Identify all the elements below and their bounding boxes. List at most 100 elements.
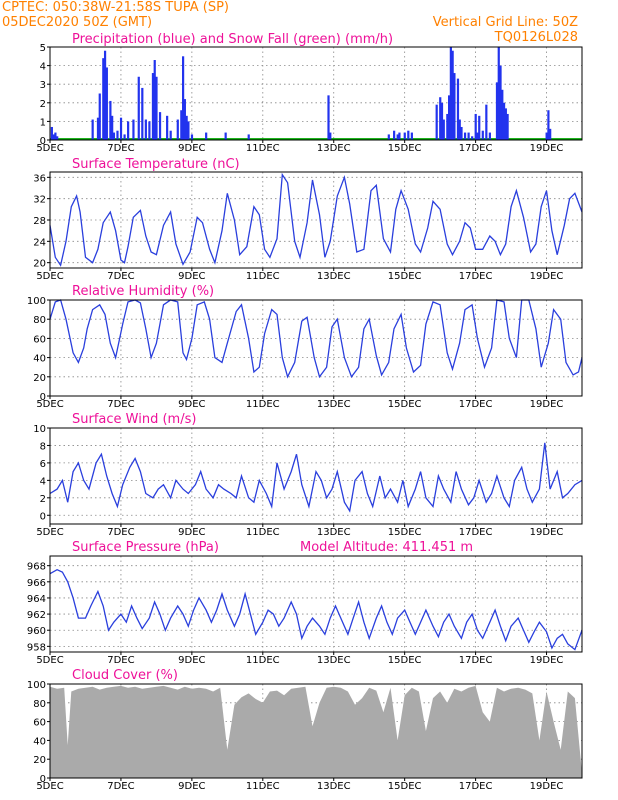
- x-tick-label: 15DEC: [388, 527, 422, 538]
- header-station: CPTEC: 050:38W-21:58S TUPA (SP): [2, 0, 229, 15]
- y-tick-label: 100: [27, 296, 46, 307]
- x-tick-label: 5DEC: [36, 527, 63, 538]
- precip-bar: [467, 132, 470, 140]
- precip-bar: [155, 76, 158, 140]
- y-tick-label: 4: [40, 476, 46, 487]
- precip-bar: [190, 134, 194, 140]
- y-tick-label: 0: [40, 136, 46, 147]
- x-tick-label: 17DEC: [459, 781, 493, 792]
- x-tick-label: 5DEC: [36, 271, 63, 282]
- x-tick-label: 13DEC: [317, 271, 351, 282]
- y-tick-label: 40: [33, 354, 46, 365]
- precip-bar: [105, 67, 108, 140]
- y-tick-label: 28: [33, 216, 46, 227]
- x-tick-label: 15DEC: [388, 399, 422, 410]
- precip-bar: [478, 115, 481, 140]
- x-tick-label: 13DEC: [317, 655, 351, 666]
- precip-bar: [407, 130, 410, 140]
- precip-bar: [137, 76, 140, 140]
- precip-bar: [396, 134, 399, 140]
- x-tick-label: 17DEC: [459, 143, 493, 154]
- y-tick-label: 0: [40, 511, 46, 522]
- precip-bar: [449, 47, 452, 140]
- precip-bar: [499, 65, 502, 140]
- panel-title-pressure: Surface Pressure (hPa): [72, 540, 219, 555]
- y-tick-label: 36: [33, 173, 46, 184]
- y-tick-label: 960: [27, 626, 46, 637]
- precip-bar: [488, 132, 491, 140]
- precip-bar: [166, 115, 169, 140]
- y-tick-label: 0: [40, 392, 46, 403]
- precip-bar: [187, 121, 190, 140]
- x-tick-label: 15DEC: [388, 781, 422, 792]
- header-grid-note: Vertical Grid Line: 50Z: [433, 15, 578, 30]
- x-tick-label: 19DEC: [530, 527, 564, 538]
- x-tick-label: 13DEC: [317, 143, 351, 154]
- y-tick-label: 966: [27, 578, 46, 589]
- x-tick-label: 11DEC: [246, 655, 280, 666]
- x-tick-label: 9DEC: [178, 143, 205, 154]
- precip-bar: [435, 104, 438, 140]
- panel-3: 0 2 4 6 8 10 5DEC 7DEC 9DEC 11DEC 13DEC 15DEC 17DEC 1…: [33, 424, 583, 538]
- precip-bar: [329, 132, 332, 140]
- precip-bar: [393, 130, 396, 140]
- precip-bar: [448, 95, 451, 140]
- panel-frame: [49, 299, 583, 397]
- x-tick-label: 7DEC: [107, 781, 134, 792]
- x-tick-label: 11DEC: [246, 527, 280, 538]
- series-line: [49, 568, 583, 651]
- precip-bar: [545, 132, 548, 140]
- x-tick-label: 19DEC: [530, 271, 564, 282]
- y-tick-label: 80: [33, 315, 46, 326]
- x-tick-label: 9DEC: [178, 399, 205, 410]
- precip-bar: [123, 134, 126, 140]
- y-tick-label: 24: [33, 237, 46, 248]
- precip-bar: [182, 56, 185, 140]
- precip-bar: [180, 110, 183, 140]
- panel-annotation-altitude: Model Altitude: 411.451 m: [300, 540, 473, 555]
- panel-frame: [49, 427, 583, 525]
- y-tick-label: 964: [27, 594, 46, 605]
- precip-bar: [144, 119, 147, 140]
- x-tick-label: 19DEC: [530, 399, 564, 410]
- y-tick-label: 40: [33, 736, 46, 747]
- x-tick-label: 19DEC: [530, 781, 564, 792]
- panel-frame: [49, 46, 583, 141]
- precip-bar: [549, 128, 552, 140]
- x-tick-label: 17DEC: [459, 271, 493, 282]
- panel-frame: [49, 683, 583, 779]
- precip-bar: [52, 134, 55, 140]
- y-tick-label: 60: [33, 334, 46, 345]
- precip-bar: [183, 99, 186, 140]
- precip-bar: [205, 132, 208, 140]
- x-tick-label: 19DEC: [530, 655, 564, 666]
- precip-bar: [127, 121, 130, 140]
- y-tick-label: 8: [40, 441, 46, 452]
- precip-bar: [54, 132, 57, 140]
- x-tick-label: 9DEC: [178, 781, 205, 792]
- precip-bar: [440, 102, 444, 140]
- precip-bar: [481, 130, 484, 140]
- x-tick-label: 17DEC: [459, 527, 493, 538]
- y-tick-label: 3: [40, 80, 46, 91]
- precip-bar: [451, 50, 454, 140]
- x-tick-label: 5DEC: [36, 781, 63, 792]
- x-tick-label: 7DEC: [107, 527, 134, 538]
- precip-bar: [458, 119, 461, 140]
- x-tick-label: 17DEC: [459, 655, 493, 666]
- series-line: [49, 442, 583, 513]
- x-tick-label: 9DEC: [178, 655, 205, 666]
- precip-bar: [485, 104, 488, 140]
- precip-bar: [453, 73, 456, 140]
- panel-2: 0 20 40 60 80 100 5DEC 7DEC 9DEC 11DEC 13DEC 15DEC 1…: [27, 296, 583, 410]
- precip-bar: [176, 119, 179, 140]
- x-tick-label: 9DEC: [178, 527, 205, 538]
- panel-title-cloud: Cloud Cover (%): [72, 668, 178, 683]
- precip-bar: [56, 136, 59, 140]
- precip-bar: [387, 134, 390, 140]
- precip-bar: [460, 126, 463, 140]
- y-tick-label: 10: [33, 424, 46, 435]
- precip-bar: [132, 119, 135, 140]
- x-tick-label: 13DEC: [317, 399, 351, 410]
